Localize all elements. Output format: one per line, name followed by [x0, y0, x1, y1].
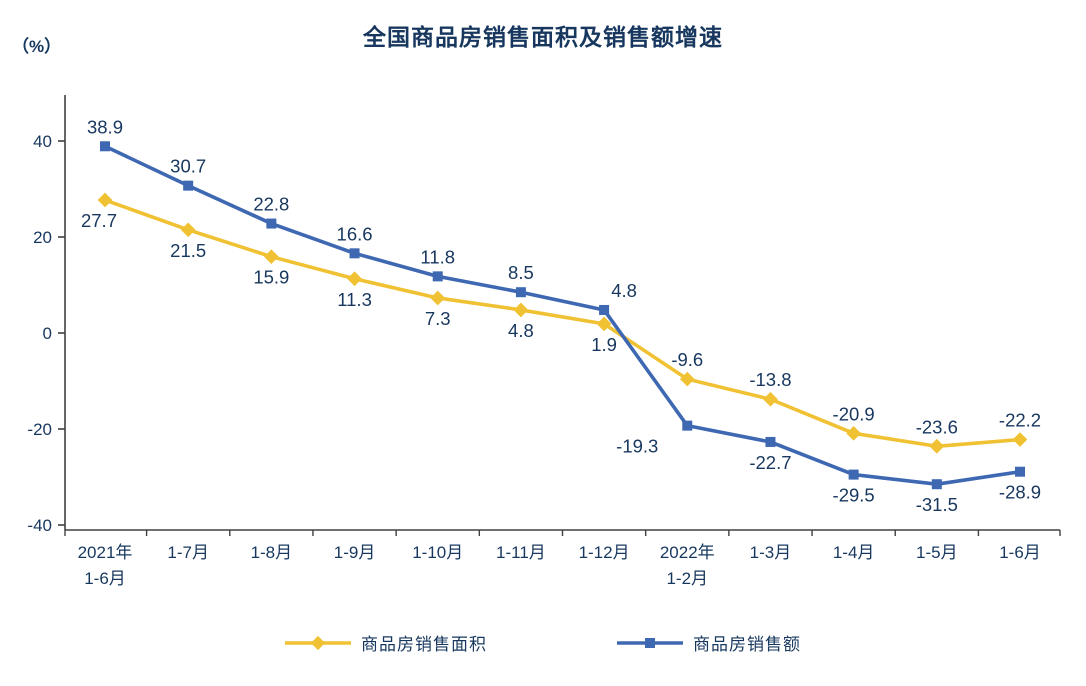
data-label: -23.6 — [916, 416, 958, 437]
y-tick-label: 20 — [33, 228, 52, 247]
square-marker — [1015, 466, 1025, 477]
square-marker — [765, 436, 776, 447]
data-label: -28.9 — [999, 482, 1041, 503]
x-category-label: 1-8月 — [251, 543, 293, 562]
diamond-marker — [763, 391, 778, 407]
x-category-label: 1-4月 — [833, 543, 875, 562]
diamond-marker — [846, 425, 861, 441]
square-marker — [183, 180, 194, 191]
series-sales-amount: 38.9 30.7 22.8 16.6 11.8 8.5 4.8 -19.3 -22.7 -29.… — [87, 116, 1041, 515]
diamond-marker — [430, 290, 446, 306]
data-label: 11.8 — [420, 246, 455, 267]
data-label: 27.7 — [81, 210, 117, 231]
diamond-marker — [97, 192, 113, 208]
legend-label-sales-amount: 商品房销售额 — [693, 635, 801, 654]
y-tick-label: -20 — [27, 420, 52, 439]
x-category-label: 1-3月 — [750, 543, 792, 562]
square-marker — [432, 271, 443, 282]
diamond-marker — [180, 222, 196, 238]
data-label: 16.6 — [337, 223, 373, 244]
legend-swatch-sales-area-icon — [285, 635, 351, 650]
legend-label-sales-area: 商品房销售面积 — [361, 635, 487, 654]
diamond-marker — [1012, 432, 1028, 447]
data-label: 7.3 — [425, 308, 451, 329]
chart-title: 全国商品房销售面积及销售额增速 — [363, 24, 723, 50]
data-label: -29.5 — [833, 485, 875, 506]
square-marker — [848, 469, 859, 480]
data-label: 38.9 — [87, 116, 123, 137]
series-sales-area: 27.7 21.5 15.9 11.3 7.3 4.8 1.9 -9.6 -13.8 -20.9 -… — [81, 192, 1041, 454]
legend-item-sales-area: 商品房销售面积 — [285, 630, 487, 655]
square-marker — [349, 248, 360, 259]
square-marker — [266, 218, 277, 229]
data-label: 4.8 — [508, 320, 534, 341]
square-marker — [599, 304, 610, 315]
y-axis-unit-label: （%） — [12, 37, 62, 56]
data-label: 21.5 — [170, 240, 206, 261]
x-category-label: 1-10月 — [412, 543, 463, 562]
data-label: -13.8 — [749, 369, 791, 390]
x-category-label: 1-9月 — [334, 543, 376, 562]
legend-swatch-sales-amount-icon — [617, 637, 683, 648]
data-label: -22.7 — [749, 452, 791, 473]
data-label: -19.3 — [616, 436, 658, 457]
diamond-marker — [264, 249, 279, 265]
y-tick-label: 40 — [33, 132, 52, 151]
data-label: 1.9 — [591, 334, 617, 355]
y-tick-label: -40 — [27, 516, 52, 535]
square-marker — [100, 141, 110, 152]
square-marker — [682, 420, 693, 431]
x-category-label: 1-7月 — [167, 543, 209, 562]
data-label: 22.8 — [253, 194, 289, 215]
chart-svg: 40 20 0 -20 -40 2021年 1-6月 1-7月 1-8月 1-9月 1-10月 1-1… — [27, 95, 1061, 588]
x-category-label: 1-5月 — [916, 543, 958, 562]
data-label: -22.2 — [999, 410, 1041, 431]
x-category-label: 1-6月 — [999, 543, 1041, 562]
axes: 40 20 0 -20 -40 2021年 1-6月 1-7月 1-8月 1-9月 1-10月 1-1… — [27, 95, 1061, 588]
data-label: 11.3 — [337, 289, 372, 310]
data-label: -20.9 — [833, 403, 875, 424]
diamond-marker — [347, 271, 362, 287]
x-category-label: 2021年 1-6月 — [78, 543, 133, 588]
data-label: -31.5 — [916, 494, 958, 515]
data-label: -9.6 — [671, 349, 703, 370]
diamond-marker — [929, 438, 945, 454]
legend-item-sales-amount: 商品房销售额 — [617, 630, 801, 655]
diamond-marker — [513, 302, 529, 318]
legend: 商品房销售面积 商品房销售额 — [0, 630, 1086, 655]
square-marker — [515, 287, 526, 298]
data-label: 15.9 — [253, 267, 289, 288]
x-category-label: 1-12月 — [579, 543, 630, 562]
data-label: 8.5 — [508, 262, 534, 283]
x-category-label: 2022年 1-2月 — [660, 543, 715, 588]
data-label: 4.8 — [611, 280, 637, 301]
x-category-label: 1-11月 — [496, 543, 546, 562]
square-marker — [931, 479, 942, 490]
plot-area: 40 20 0 -20 -40 2021年 1-6月 1-7月 1-8月 1-9月 1-10月 1-1… — [0, 60, 1086, 605]
y-tick-label: 0 — [43, 324, 52, 343]
data-label: 30.7 — [170, 156, 206, 177]
